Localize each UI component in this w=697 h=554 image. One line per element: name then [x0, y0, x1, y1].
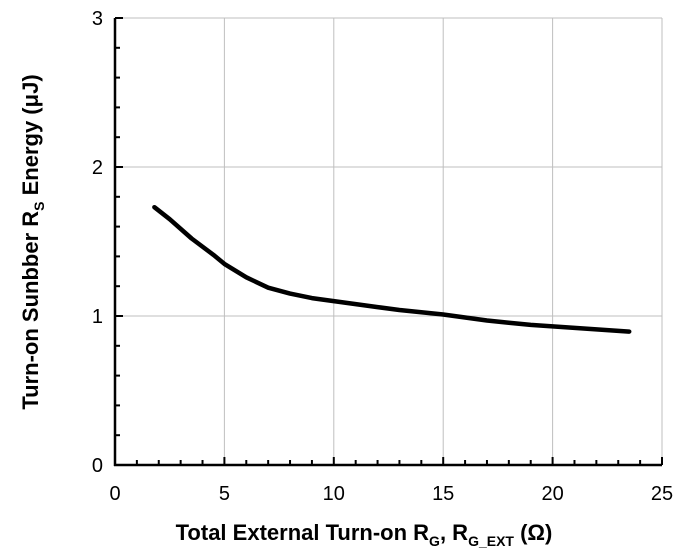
axes: [113, 17, 663, 467]
x-tick-label: 20: [541, 483, 563, 505]
y-axis-title: Turn-on Sunbber RS Energy (μJ): [18, 74, 47, 409]
grid: [115, 17, 663, 465]
y-tick-label: 3: [92, 8, 103, 30]
series-line: [152, 204, 632, 334]
x-tick-label: 0: [109, 483, 120, 505]
x-tick-label: 25: [651, 483, 673, 505]
y-tick-label: 0: [92, 455, 103, 477]
x-tick-label: 10: [323, 483, 345, 505]
x-tick-label: 15: [432, 483, 454, 505]
x-axis-title: Total External Turn-on RG, RG_EXT (Ω): [176, 520, 553, 549]
x-tick-label: 5: [219, 483, 230, 505]
series-layer: [152, 204, 632, 334]
y-tick-label: 2: [92, 157, 103, 179]
tick-labels: 0 5 10 15 20 25 0 1 2 3: [92, 8, 673, 505]
y-tick-label: 1: [92, 306, 103, 328]
